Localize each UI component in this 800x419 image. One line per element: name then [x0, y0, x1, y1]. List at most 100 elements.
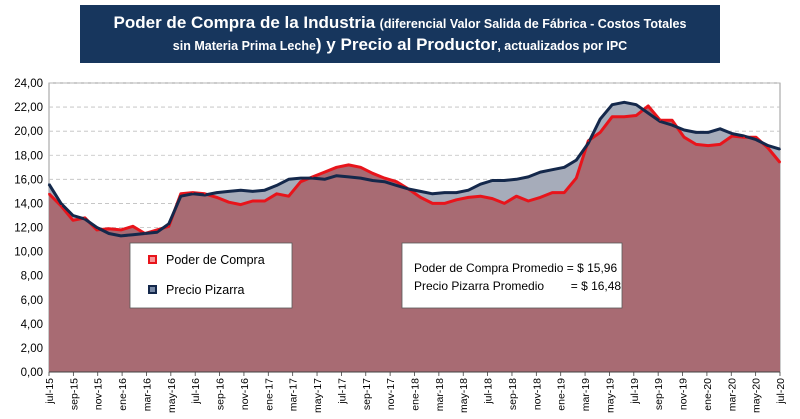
- x-tick-label: ene-16: [117, 378, 129, 411]
- legend-label-poder: Poder de Compra: [166, 253, 265, 267]
- point-poder: [695, 143, 697, 146]
- x-tick-label: nov-16: [239, 378, 251, 410]
- point-pizarra: [144, 232, 146, 235]
- point-poder: [96, 229, 98, 231]
- point-pizarra: [323, 178, 326, 181]
- y-tick-label: 14,00: [14, 198, 43, 210]
- y-tick-label: 22,00: [14, 102, 43, 114]
- point-poder: [347, 164, 350, 166]
- legend-swatch-poder-inner: [150, 257, 155, 262]
- x-tick-label: jul-16: [190, 378, 202, 405]
- point-pizarra: [671, 124, 673, 126]
- x-tick-label: may-16: [166, 378, 178, 413]
- point-pizarra: [491, 179, 494, 182]
- y-tick-label: 20,00: [14, 126, 43, 138]
- point-pizarra: [659, 120, 662, 123]
- point-poder: [467, 196, 470, 199]
- point-pizarra: [335, 174, 338, 177]
- point-poder: [299, 180, 302, 183]
- point-poder: [395, 180, 398, 183]
- x-tick-label: may-17: [312, 378, 324, 413]
- point-pizarra: [263, 189, 266, 192]
- point-pizarra: [371, 179, 374, 182]
- point-poder: [587, 139, 590, 142]
- point-pizarra: [120, 235, 122, 237]
- point-pizarra: [479, 183, 482, 186]
- point-pizarra: [347, 176, 350, 178]
- series-lines: [47, 100, 782, 238]
- point-poder: [359, 166, 362, 169]
- point-poder: [755, 136, 757, 139]
- point-pizarra: [251, 190, 254, 193]
- point-pizarra: [419, 190, 422, 193]
- point-poder: [239, 203, 242, 206]
- point-poder: [635, 114, 638, 117]
- point-pizarra: [455, 191, 458, 194]
- x-tick-label: sep-19: [653, 378, 665, 410]
- point-pizarra: [167, 223, 170, 225]
- point-pizarra: [156, 231, 158, 234]
- legend-label-pizarra: Precio Pizarra: [166, 283, 245, 297]
- y-tick-label: 4,00: [21, 319, 43, 331]
- x-tick-label: jul-15: [44, 378, 56, 405]
- average-annotation: Poder de Compra Promedio = $ 15,96 Preci…: [401, 242, 623, 309]
- point-pizarra: [443, 191, 446, 194]
- point-poder: [323, 171, 326, 174]
- point-pizarra: [539, 171, 542, 174]
- point-poder: [60, 204, 62, 207]
- series-areas: [49, 102, 780, 373]
- point-pizarra: [311, 177, 314, 180]
- point-pizarra: [575, 159, 578, 162]
- title-line1-sub: (diferencial Valor Salida de Fábrica - C…: [379, 17, 687, 31]
- x-tick-label: nov-15: [93, 378, 105, 410]
- point-poder: [227, 201, 230, 204]
- point-poder: [683, 136, 685, 139]
- x-tick-label: may-19: [604, 378, 616, 413]
- y-tick-label: 10,00: [14, 247, 43, 259]
- point-poder: [599, 131, 602, 134]
- x-tick-label: may-20: [751, 378, 763, 413]
- x-axis-labels: jul-15 sep-15 nov-15 ene-16 mar-16 may-16 jul-…: [44, 372, 787, 413]
- point-pizarra: [191, 192, 194, 195]
- point-pizarra: [731, 132, 733, 135]
- point-pizarra: [395, 184, 398, 187]
- point-pizarra: [515, 178, 518, 181]
- point-pizarra: [611, 103, 614, 106]
- area-poder: [49, 105, 780, 373]
- point-poder: [527, 200, 530, 202]
- point-poder: [48, 192, 50, 195]
- point-pizarra: [227, 190, 230, 193]
- y-tick-label: 18,00: [14, 150, 43, 162]
- point-pizarra: [108, 232, 110, 235]
- x-tick-label: sep-17: [361, 378, 373, 410]
- x-tick-label: jul-19: [629, 378, 641, 405]
- point-pizarra: [431, 192, 434, 195]
- point-poder: [671, 119, 673, 122]
- y-tick-label: 0,00: [21, 367, 43, 379]
- point-poder: [263, 200, 266, 202]
- point-poder: [719, 143, 721, 146]
- x-tick-label: ene-19: [556, 378, 568, 411]
- y-tick-label: 8,00: [21, 271, 43, 283]
- x-tick-label: sep-18: [507, 378, 519, 410]
- x-tick-label: mar-18: [434, 378, 446, 411]
- legend-box: [129, 242, 293, 309]
- point-pizarra: [587, 142, 590, 145]
- point-pizarra: [755, 138, 757, 141]
- x-tick-label: jul-20: [775, 378, 787, 405]
- point-poder: [383, 177, 386, 180]
- point-poder: [179, 192, 182, 195]
- point-poder: [563, 191, 566, 194]
- title-line2-main: ) y Precio al Productor: [315, 35, 498, 54]
- point-pizarra: [695, 131, 697, 134]
- y-axis-labels: 0,00 2,00 4,00 6,00 8,00 10,00 12,00 14,00 16,00…: [14, 78, 43, 379]
- point-poder: [491, 197, 494, 200]
- point-poder: [479, 195, 482, 198]
- point-pizarra: [132, 233, 134, 236]
- point-pizarra: [683, 129, 685, 131]
- point-pizarra: [527, 176, 530, 178]
- x-tick-label: jul-18: [483, 378, 495, 405]
- legend: Poder de Compra Precio Pizarra: [129, 242, 293, 309]
